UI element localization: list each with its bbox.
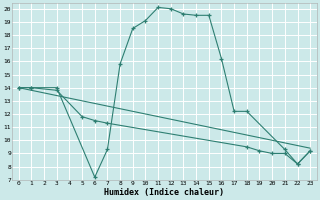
X-axis label: Humidex (Indice chaleur): Humidex (Indice chaleur) (104, 188, 224, 197)
